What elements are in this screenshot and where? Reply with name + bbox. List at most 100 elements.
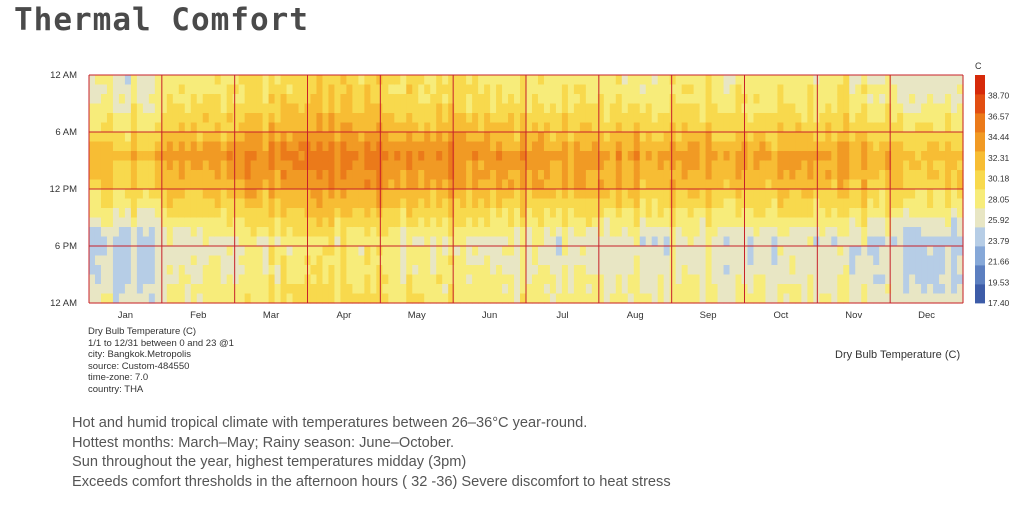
heatmap-cell: [669, 113, 677, 124]
heatmap-cell: [957, 151, 964, 162]
heatmap-cell: [178, 208, 186, 219]
heatmap-cell: [591, 265, 599, 276]
heatmap-cell: [172, 255, 180, 266]
heatmap-cell: [226, 246, 234, 257]
heatmap-cell: [418, 122, 425, 133]
heatmap-cell: [184, 170, 192, 181]
heatmap-cell: [238, 217, 246, 228]
heatmap-cell: [717, 179, 725, 190]
heatmap-cell: [376, 132, 383, 143]
heatmap-cell: [891, 208, 898, 219]
heatmap-cell: [657, 160, 665, 171]
heatmap-cell: [94, 151, 102, 162]
heatmap-cell: [130, 84, 138, 95]
heatmap-cell: [352, 151, 359, 162]
heatmap-cell: [657, 265, 665, 276]
heatmap-cell: [268, 208, 276, 219]
heatmap-cell: [651, 255, 659, 266]
heatmap-cell: [771, 236, 779, 247]
heatmap-cell: [466, 122, 473, 133]
heatmap-cell: [394, 227, 401, 238]
heatmap-cell: [759, 160, 767, 171]
heatmap-cell: [244, 198, 252, 209]
heatmap-cell: [454, 293, 461, 304]
heatmap-cell: [448, 151, 455, 162]
heatmap-cell: [232, 103, 240, 114]
heatmap-cell: [765, 217, 773, 228]
heatmap-cell: [765, 236, 773, 247]
heatmap-cell: [466, 141, 473, 152]
heatmap-cell: [358, 151, 365, 162]
heatmap-cell: [514, 75, 521, 86]
heatmap-cell: [286, 274, 294, 285]
heatmap-cell: [567, 293, 575, 304]
heatmap-cell: [795, 84, 802, 95]
heatmap-cell: [651, 179, 659, 190]
heatmap-cell: [945, 236, 952, 247]
heatmap-cell: [94, 236, 102, 247]
heatmap-cell: [400, 113, 407, 124]
heatmap-cell: [118, 75, 126, 86]
heatmap-cell: [184, 75, 192, 86]
heatmap-cell: [250, 284, 258, 295]
heatmap-cell: [591, 227, 599, 238]
heatmap-cell: [555, 189, 563, 200]
heatmap-cell: [627, 274, 635, 285]
heatmap-cell: [591, 141, 599, 152]
heatmap-cell: [148, 170, 156, 181]
heatmap-cell: [687, 160, 695, 171]
heatmap-cell: [675, 94, 683, 105]
heatmap-cell: [376, 75, 383, 86]
heatmap-cell: [771, 255, 779, 266]
heatmap-cell: [142, 103, 150, 114]
heatmap-cell: [681, 246, 689, 257]
heatmap-cell: [112, 217, 120, 228]
heatmap-cell: [603, 274, 611, 285]
heatmap-cell: [891, 160, 898, 171]
heatmap-cell: [496, 198, 503, 209]
heatmap-cell: [921, 170, 928, 181]
heatmap-cell: [100, 198, 108, 209]
heatmap-cell: [699, 122, 707, 133]
heatmap-cell: [693, 246, 701, 257]
heatmap-cell: [136, 132, 144, 143]
heatmap-cell: [681, 113, 689, 124]
heatmap-cell: [849, 113, 856, 124]
heatmap-cell: [352, 284, 359, 295]
heatmap-cell: [184, 94, 192, 105]
heatmap-cell: [94, 284, 102, 295]
heatmap-cell: [190, 84, 198, 95]
heatmap-cell: [436, 189, 443, 200]
heatmap-cell: [484, 217, 491, 228]
heatmap-cell: [831, 189, 838, 200]
heatmap-cell: [837, 179, 844, 190]
heatmap-cell: [448, 217, 455, 228]
heatmap-cell: [939, 132, 946, 143]
heatmap-cell: [340, 198, 348, 209]
heatmap-cell: [142, 255, 150, 266]
heatmap-cell: [573, 122, 581, 133]
heatmap-cell: [735, 265, 743, 276]
heatmap-cell: [406, 208, 413, 219]
heatmap-cell: [609, 255, 617, 266]
heatmap-cell: [699, 293, 707, 304]
heatmap-cell: [645, 170, 653, 181]
heatmap-cell: [280, 217, 288, 228]
heatmap-cell: [945, 198, 952, 209]
heatmap-cell: [855, 208, 862, 219]
heatmap-cell: [711, 84, 719, 95]
heatmap-cell: [867, 170, 874, 181]
heatmap-cell: [202, 84, 210, 95]
heatmap-cell: [238, 198, 246, 209]
heatmap-cell: [472, 103, 479, 114]
heatmap-cell: [813, 94, 820, 105]
heatmap-cell: [166, 274, 174, 285]
heatmap-cell: [687, 217, 695, 228]
heatmap-cell: [783, 274, 790, 285]
heatmap-cell: [454, 170, 461, 181]
heatmap-cell: [885, 293, 892, 304]
heatmap-cell: [424, 179, 431, 190]
heatmap-cell: [789, 160, 796, 171]
heatmap-cell: [89, 132, 96, 143]
